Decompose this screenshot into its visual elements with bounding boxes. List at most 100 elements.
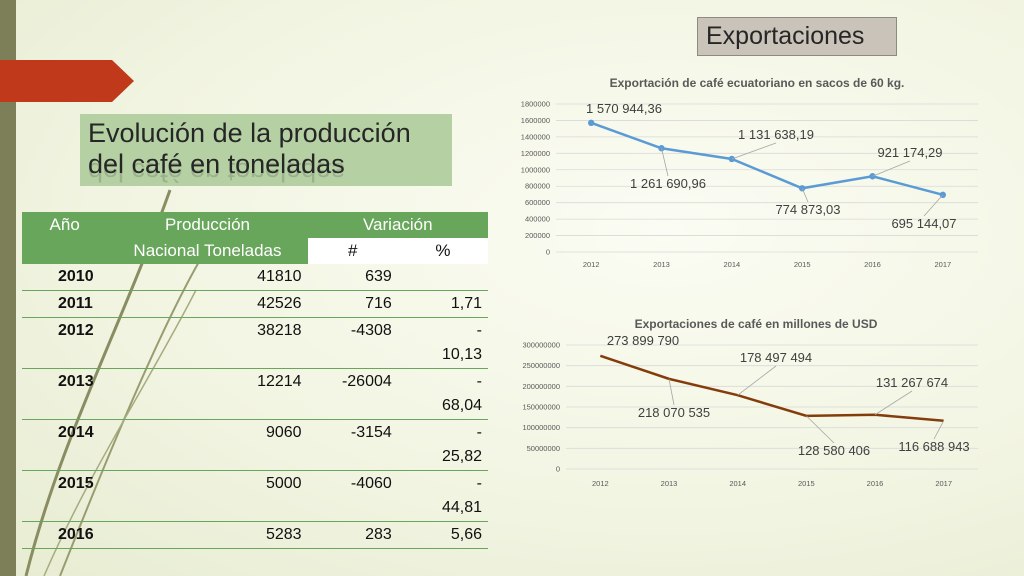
data-label: 1 261 690,96 <box>630 176 706 191</box>
y-tick-label: 0 <box>546 248 550 257</box>
y-tick-label: 50000000 <box>527 444 560 453</box>
table-cell-production: 38218 <box>107 317 308 369</box>
subheader-empty <box>22 238 108 264</box>
data-point <box>587 119 595 127</box>
x-tick-label: 2016 <box>864 260 881 269</box>
header-year: Año <box>22 212 108 238</box>
header-production: Producción <box>107 212 308 238</box>
table-cell-year: 2013 <box>22 368 108 420</box>
data-label: 131 267 674 <box>876 375 948 390</box>
table-cell-var-pct: 5,66 <box>397 521 488 549</box>
table-row: 2010 41810 639 <box>22 264 488 291</box>
table-cell-var-abs: -4060 <box>307 470 398 522</box>
x-tick-label: 2014 <box>723 260 740 269</box>
x-tick-label: 2015 <box>798 479 815 488</box>
label-leader <box>806 415 835 444</box>
y-tick-label: 150000000 <box>522 403 560 412</box>
chart-title: Exportación de café ecuatoriano en sacos… <box>610 76 905 90</box>
table-row: 2011 42526 716 1,71 <box>22 290 488 318</box>
production-table: Año Producción Variación Nacional Tonela… <box>22 212 488 549</box>
label-leader <box>737 365 777 396</box>
label-leader <box>731 142 777 160</box>
table-cell-var-abs: 283 <box>307 521 398 549</box>
table-cell-production: 12214 <box>107 368 308 420</box>
table-cell-var-pct <box>397 264 488 291</box>
data-label: 1 131 638,19 <box>738 127 814 142</box>
data-label: 116 688 943 <box>898 439 969 454</box>
table-cell-var-pct: -44,81 <box>397 470 488 522</box>
subheader-production-unit: Nacional Toneladas <box>107 238 308 264</box>
table-cell-var-pct: -25,82 <box>397 419 488 471</box>
subheader-pct: % <box>397 238 488 264</box>
label-leader <box>668 378 675 406</box>
table-cell-production: 9060 <box>107 419 308 471</box>
y-tick-label: 200000000 <box>522 382 560 391</box>
label-leader <box>872 160 911 177</box>
slide-title: Evolución de la producción del café en t… <box>80 114 452 186</box>
header-variation: Variación <box>307 212 488 238</box>
table-cell-var-pct: -10,13 <box>397 317 488 369</box>
table-cell-var-abs: -4308 <box>307 317 398 369</box>
table-cell-year: 2012 <box>22 317 108 369</box>
y-tick-label: 400000 <box>525 215 550 224</box>
table-cell-year: 2016 <box>22 521 108 549</box>
x-tick-label: 2016 <box>867 479 884 488</box>
x-tick-label: 2017 <box>934 260 951 269</box>
table-row: 2014 9060 -3154-25,82 <box>22 419 488 471</box>
y-tick-label: 200000 <box>525 231 550 240</box>
y-tick-label: 1400000 <box>521 132 550 141</box>
table-row: 2015 5000 -4060-44,81 <box>22 470 488 522</box>
chart-title: Exportaciones de café en millones de USD <box>635 317 878 331</box>
table-body: 2010 41810 639 2011 42526 716 1,71 2012 38218 -43… <box>22 264 488 549</box>
table-cell-var-abs: -3154 <box>307 419 398 471</box>
data-label: 273 899 790 <box>607 333 679 348</box>
series-line <box>599 354 944 423</box>
slide-title-line1: Evolución de la producción <box>88 118 411 148</box>
y-tick-label: 250000000 <box>522 361 560 370</box>
y-tick-label: 1200000 <box>521 149 550 158</box>
label-leader <box>923 194 944 217</box>
table-cell-var-abs: -26004 <box>307 368 398 420</box>
x-tick-label: 2014 <box>729 479 746 488</box>
table-row: 2013 12214 -26004-68,04 <box>22 368 488 420</box>
table-row: 2012 38218 -4308-10,13 <box>22 317 488 369</box>
y-tick-label: 1600000 <box>521 116 550 125</box>
red-arrow-decor <box>0 60 134 102</box>
y-tick-label: 100000000 <box>522 423 560 432</box>
subheader-abs: # <box>307 238 398 264</box>
label-leader <box>933 420 945 440</box>
x-tick-label: 2012 <box>583 260 600 269</box>
table-cell-production: 5283 <box>107 521 308 549</box>
exports-heading: Exportaciones <box>697 17 897 56</box>
table-cell-var-abs: 716 <box>307 290 398 318</box>
y-tick-label: 1000000 <box>521 165 550 174</box>
table-cell-year: 2015 <box>22 470 108 522</box>
table-cell-var-abs: 639 <box>307 264 398 291</box>
table-cell-production: 41810 <box>107 264 308 291</box>
label-leader <box>801 188 809 203</box>
table-header-row: Año Producción Variación <box>22 212 488 238</box>
table-cell-var-pct: 1,71 <box>397 290 488 318</box>
x-tick-label: 2012 <box>592 479 609 488</box>
series-line <box>590 121 944 197</box>
label-leader <box>874 390 913 416</box>
y-tick-label: 600000 <box>525 198 550 207</box>
y-tick-label: 1800000 <box>521 100 550 109</box>
x-tick-label: 2013 <box>653 260 670 269</box>
label-leader <box>661 148 669 177</box>
data-label: 128 580 406 <box>798 443 870 458</box>
table-cell-year: 2014 <box>22 419 108 471</box>
x-tick-label: 2017 <box>935 479 952 488</box>
data-label: 774 873,03 <box>775 202 840 217</box>
table-subheader-row: Nacional Toneladas # % <box>22 238 488 264</box>
y-tick-label: 300000000 <box>522 341 560 350</box>
table-cell-var-pct: -68,04 <box>397 368 488 420</box>
left-decor-strip <box>0 0 16 576</box>
data-label: 218 070 535 <box>638 405 710 420</box>
table-cell-production: 42526 <box>107 290 308 318</box>
slide-title-line2: del café en toneladas <box>88 149 345 179</box>
table-cell-year: 2011 <box>22 290 108 318</box>
data-label: 1 570 944,36 <box>586 101 662 116</box>
x-tick-label: 2015 <box>794 260 811 269</box>
